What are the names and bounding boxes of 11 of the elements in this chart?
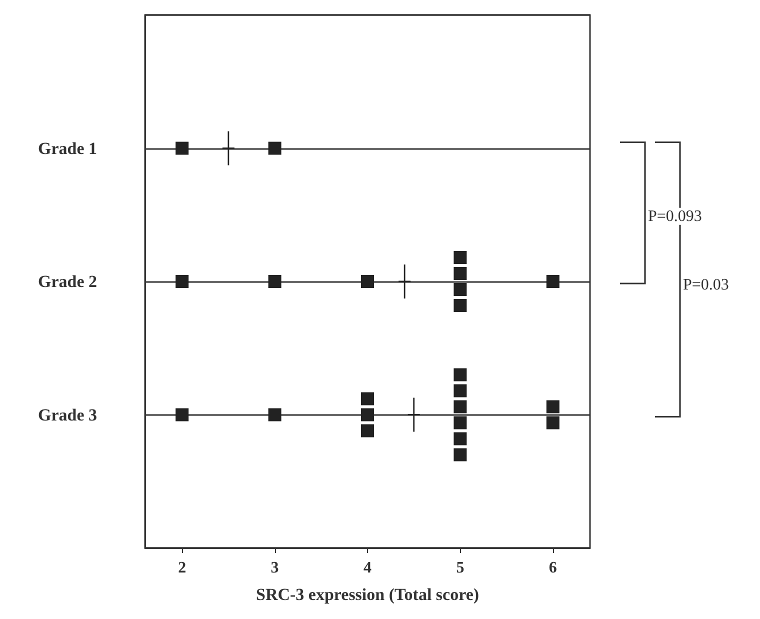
x-axis-title: SRC-3 expression (Total score): [256, 585, 480, 604]
x-tick-label: 4: [364, 560, 372, 576]
text: P=0.093: [648, 208, 702, 225]
x-tick-label: 2: [178, 560, 186, 576]
x-tick-label: 3: [270, 560, 279, 576]
y-tick-label: Grade 2: [38, 272, 97, 291]
x-tick-label: 6: [548, 560, 557, 576]
text: P=0.03: [683, 276, 729, 294]
x-tick-label: 5: [456, 560, 464, 576]
y-tick-label: Grade 1: [38, 138, 97, 158]
y-tick-label: Grade 3: [38, 405, 97, 424]
